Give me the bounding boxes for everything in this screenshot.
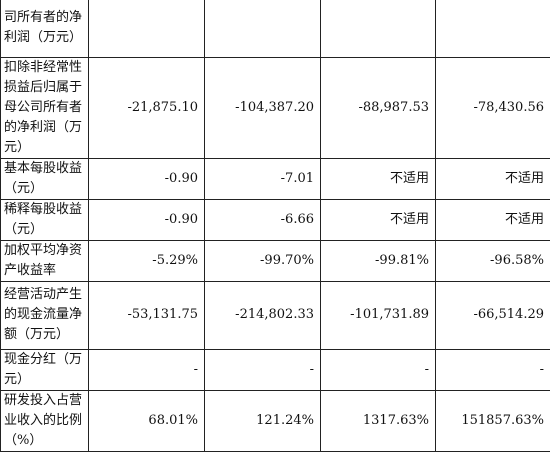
table-cell: -88,987.53 (321, 57, 436, 158)
table-cell: -78,430.56 (436, 57, 550, 158)
row-label: 扣除非经常性损益后归属于母公司所有者的净利润（万元） (1, 57, 89, 158)
table-cell: -0.90 (89, 158, 205, 199)
row-label: 基本每股收益（元） (1, 158, 89, 199)
table-cell: - (436, 349, 550, 390)
table-cell: 不适用 (436, 158, 550, 199)
table-cell: 不适用 (436, 199, 550, 240)
table-cell (436, 0, 550, 57)
table-cell: -53,131.75 (89, 281, 205, 349)
table-cell (321, 0, 436, 57)
row-label: 稀释每股收益（元） (1, 199, 89, 240)
table-cell: - (205, 349, 321, 390)
table-cell: -96.58% (436, 240, 550, 281)
table-cell (89, 0, 205, 57)
table-cell: 1317.63% (321, 390, 436, 451)
table-row: 研发投入占营业收入的比例（%） 68.01% 121.24% 1317.63% … (1, 390, 550, 451)
table-cell (205, 0, 321, 57)
table-cell: -101,731.89 (321, 281, 436, 349)
table-cell: -21,875.10 (89, 57, 205, 158)
table-row: 稀释每股收益（元） -0.90 -6.66 不适用 不适用 (1, 199, 550, 240)
row-label: 司所有者的净利润（万元） (1, 0, 89, 57)
table-cell: -5.29% (89, 240, 205, 281)
table-cell: -104,387.20 (205, 57, 321, 158)
table-row: 司所有者的净利润（万元） (1, 0, 550, 57)
table-cell: 68.01% (89, 390, 205, 451)
table-cell: 121.24% (205, 390, 321, 451)
table-cell: -0.90 (89, 199, 205, 240)
table-cell: -214,802.33 (205, 281, 321, 349)
row-label: 研发投入占营业收入的比例（%） (1, 390, 89, 451)
table-row: 经营活动产生的现金流量净额（万元） -53,131.75 -214,802.33… (1, 281, 550, 349)
table-cell: - (89, 349, 205, 390)
table-cell: -99.70% (205, 240, 321, 281)
table-cell: 不适用 (321, 199, 436, 240)
table-row: 现金分红（万元） - - - - (1, 349, 550, 390)
row-label: 经营活动产生的现金流量净额（万元） (1, 281, 89, 349)
table-cell: 151857.63% (436, 390, 550, 451)
table-cell: -7.01 (205, 158, 321, 199)
table-cell: 不适用 (321, 158, 436, 199)
table-cell: - (321, 349, 436, 390)
table-row: 加权平均净资产收益率 -5.29% -99.70% -99.81% -96.58… (1, 240, 550, 281)
row-label: 加权平均净资产收益率 (1, 240, 89, 281)
table-cell: -99.81% (321, 240, 436, 281)
table-row: 扣除非经常性损益后归属于母公司所有者的净利润（万元） -21,875.10 -1… (1, 57, 550, 158)
table-cell: -6.66 (205, 199, 321, 240)
table-cell: -66,514.29 (436, 281, 550, 349)
row-label: 现金分红（万元） (1, 349, 89, 390)
table-row: 基本每股收益（元） -0.90 -7.01 不适用 不适用 (1, 158, 550, 199)
